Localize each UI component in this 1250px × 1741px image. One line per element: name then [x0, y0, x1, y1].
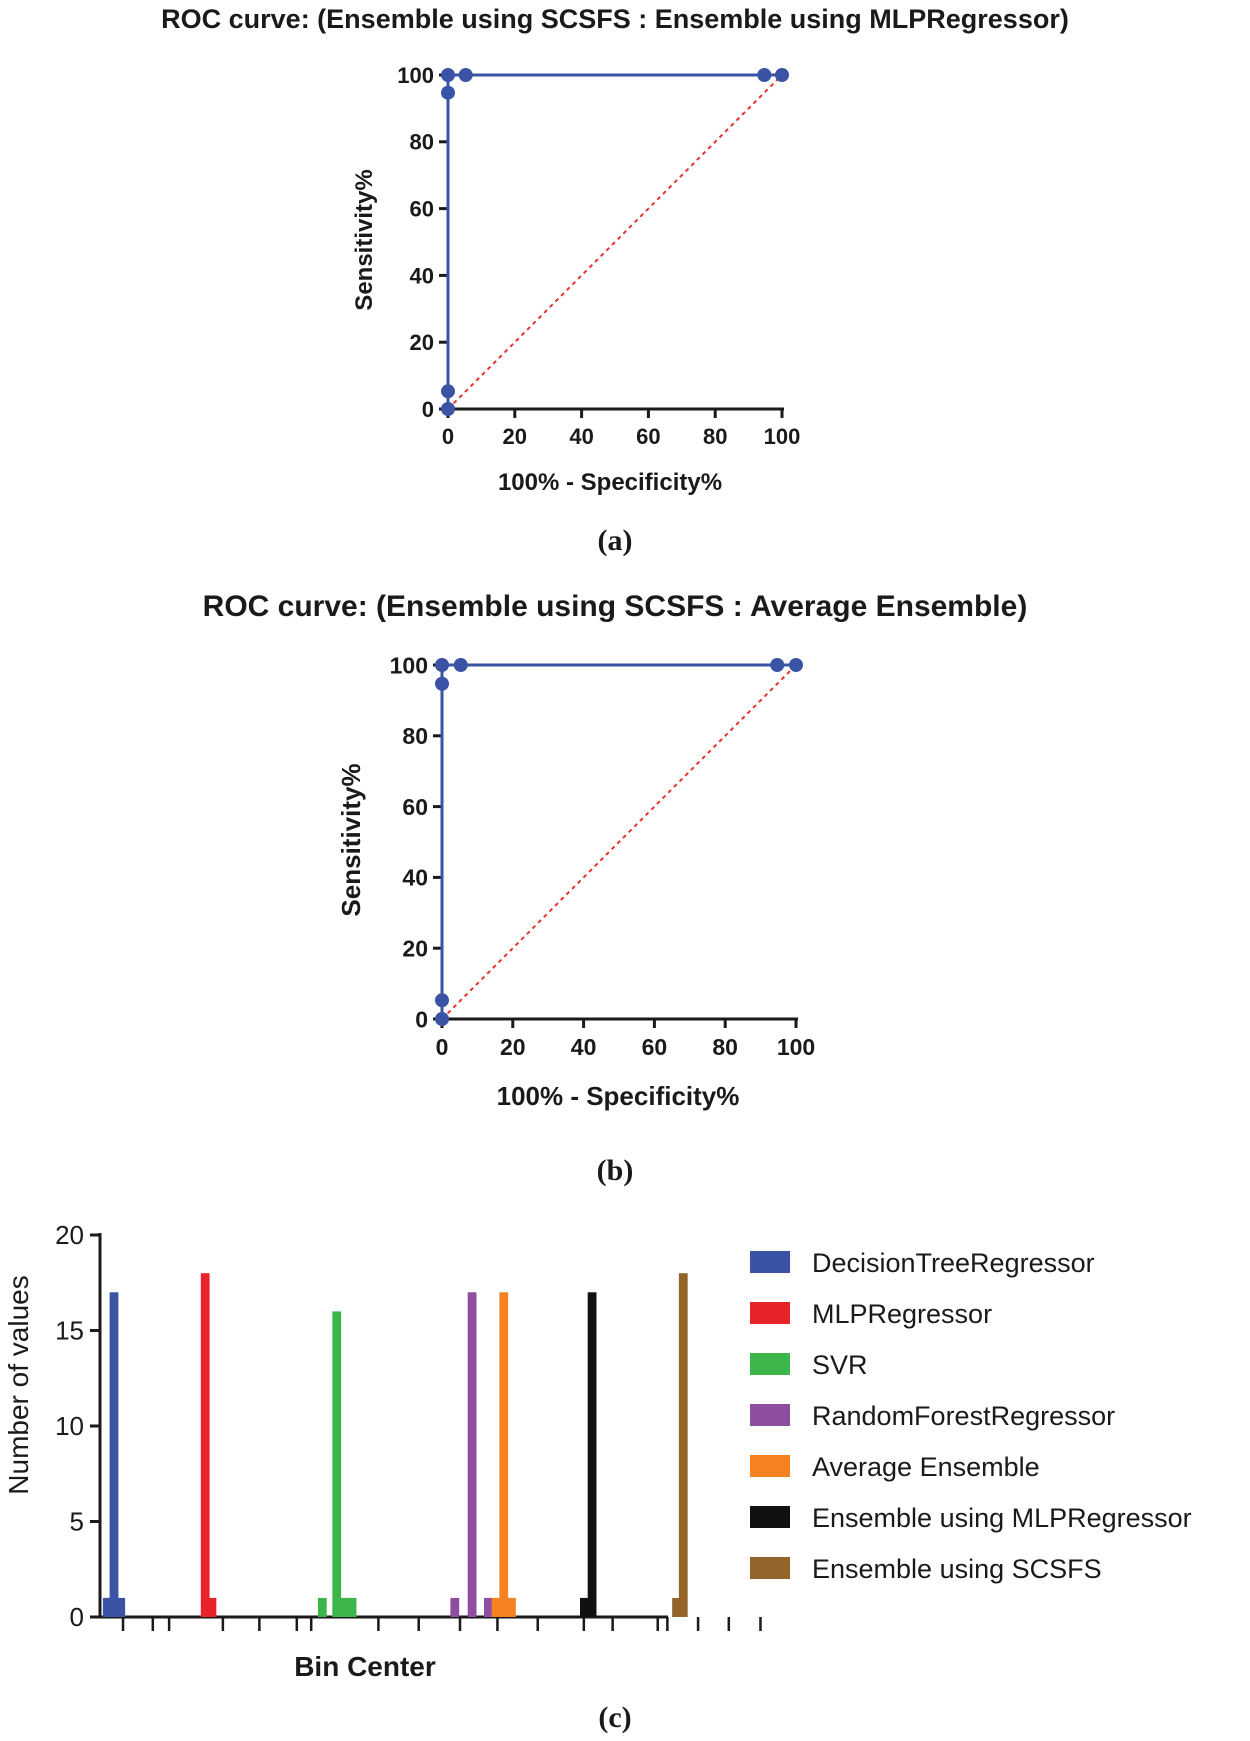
panel-a-caption: (a) — [598, 524, 633, 557]
panel-c-bar-decisiontreeregressor — [102, 1597, 112, 1617]
panel-c-y-tick-label: 0 — [70, 1602, 84, 1632]
panel-c-y-tick-label: 15 — [55, 1316, 84, 1346]
legend-label: DecisionTreeRegressor — [812, 1248, 1095, 1278]
panel-a-reference-line — [447, 74, 783, 410]
panel-a-x-tick-label: 80 — [703, 424, 727, 449]
panel-b-x-tick-label: 20 — [500, 1034, 526, 1060]
panel-c-xlabel: Bin Center — [294, 1651, 436, 1682]
panel-c-y-tick-label: 10 — [55, 1411, 84, 1441]
panel-b-roc-point — [789, 658, 803, 672]
legend-swatch — [750, 1455, 790, 1477]
panel-a-x-tick-label: 0 — [442, 424, 454, 449]
panel-a-x-tick-label: 20 — [503, 424, 527, 449]
legend-label: RandomForestRegressor — [812, 1401, 1115, 1431]
panel-a-x-tick-label: 100 — [764, 424, 801, 449]
panel-c-y-tick-label: 5 — [70, 1507, 84, 1537]
panel-c-bar-average-ensemble — [491, 1597, 501, 1617]
legend-label: SVR — [812, 1350, 868, 1380]
panel-c-bar-randomforestregressor — [450, 1597, 460, 1617]
panel-c-bar-decisiontreeregressor — [109, 1292, 119, 1617]
panel-c-bar-average-ensemble — [507, 1597, 516, 1617]
panel-a-y-tick-label: 100 — [397, 63, 434, 88]
panel-c-bar-ensemble-using-mlpregressor — [580, 1597, 589, 1617]
panel-a-ylabel: Sensitivity% — [351, 169, 378, 310]
panel-a-roc-point — [458, 68, 473, 82]
panel-a-plot-area: 0 20 40 60 80 100 0 20 40 60 80 100 — [397, 63, 800, 449]
panel-b-y-tick-label: 0 — [415, 1006, 428, 1032]
panel-a-y-tick-label: 40 — [410, 263, 434, 288]
panel-b-ylabel: Sensitivity% — [336, 763, 366, 916]
panel-c-bar-svr — [340, 1597, 349, 1617]
panel-a-y-tick-label: 60 — [410, 197, 434, 222]
panel-b-y-tick-label: 20 — [402, 935, 428, 961]
panel-a-roc-point — [775, 68, 789, 82]
panel-b-roc-point — [435, 676, 449, 691]
panel-c-bar-mlpregressor — [200, 1273, 210, 1617]
panel-b-roc-point — [435, 658, 449, 672]
panel-a-y-tick-label: 0 — [422, 397, 434, 422]
panel-c-plot-area: 0 5 10 15 20 — [55, 1220, 762, 1632]
panel-c-bar-randomforestregressor — [484, 1597, 493, 1617]
panel-c-bar-svr — [332, 1311, 342, 1617]
panel-b-title: ROC curve: (Ensemble using SCSFS : Avera… — [203, 590, 1028, 623]
panel-a-roc-point — [441, 68, 455, 82]
panel-c-histogram: Number of values Bin Center (c) 0 5 10 15 20… — [3, 1220, 1192, 1734]
panel-a-roc-chart: ROC curve: (Ensemble using SCSFS : Ensem… — [161, 4, 1069, 557]
panel-b-plot-area: 0 20 40 60 80 100 0 20 40 60 80 100 — [390, 652, 816, 1060]
panel-b-roc-point — [770, 658, 785, 672]
panel-b-y-tick-label: 60 — [402, 794, 428, 820]
panel-b-roc-chart: ROC curve: (Ensemble using SCSFS : Avera… — [203, 590, 1028, 1187]
panel-a-x-tick-label: 60 — [636, 424, 660, 449]
panel-b-y-tick-label: 100 — [390, 652, 428, 678]
panel-c-bar-svr — [317, 1597, 327, 1617]
legend-swatch — [750, 1302, 790, 1324]
panel-b-x-tick-label: 80 — [712, 1034, 738, 1060]
panel-b-x-tick-label: 0 — [436, 1034, 449, 1060]
panel-b-caption: (b) — [597, 1154, 634, 1187]
panel-a-title: ROC curve: (Ensemble using SCSFS : Ensem… — [161, 4, 1069, 34]
panel-a-y-tick-label: 80 — [410, 130, 434, 155]
legend-label: Average Ensemble — [812, 1452, 1040, 1482]
panel-b-y-tick-label: 80 — [402, 723, 428, 749]
legend-label: MLPRegressor — [812, 1299, 992, 1329]
panel-c-bar-ensemble-using-scsfs — [672, 1597, 681, 1617]
panel-b-roc-point — [453, 658, 468, 672]
legend-swatch — [750, 1251, 790, 1273]
panel-c-legend: DecisionTreeRegressor MLPRegressor SVR Rand… — [750, 1248, 1192, 1584]
panel-c-bar-ensemble-using-mlpregressor — [587, 1292, 597, 1617]
legend-swatch — [750, 1404, 790, 1426]
panel-b-roc-point — [435, 1012, 449, 1026]
panel-b-x-tick-label: 40 — [571, 1034, 597, 1060]
panel-a-roc-point — [757, 68, 772, 82]
legend-label: Ensemble using MLPRegressor — [812, 1503, 1192, 1533]
panel-a-y-tick-label: 20 — [410, 330, 434, 355]
panel-c-bar-svr — [347, 1597, 357, 1617]
panel-a-roc-point — [441, 85, 455, 100]
panel-c-bar-randomforestregressor — [467, 1292, 477, 1617]
panel-b-reference-line — [441, 664, 797, 1020]
panel-c-y-tick-label: 20 — [55, 1220, 84, 1250]
panel-c-bar-average-ensemble — [499, 1292, 509, 1617]
panel-b-roc-point — [435, 993, 449, 1008]
legend-swatch — [750, 1353, 790, 1375]
panel-c-bar-ensemble-using-scsfs — [678, 1273, 688, 1617]
panel-c-bar-decisiontreeregressor — [116, 1597, 126, 1617]
panel-b-y-tick-label: 40 — [402, 865, 428, 891]
panel-c-ylabel: Number of values — [3, 1275, 34, 1494]
legend-swatch — [750, 1506, 790, 1528]
panel-b-x-tick-label: 100 — [777, 1034, 815, 1060]
legend-swatch — [750, 1557, 790, 1579]
panel-c-caption: (c) — [598, 1701, 631, 1734]
legend-label: Ensemble using SCSFS — [812, 1554, 1102, 1584]
panel-a-xlabel: 100% - Specificity% — [498, 469, 722, 496]
panel-a-roc-point — [441, 402, 455, 416]
panel-a-roc-point — [441, 384, 455, 399]
panel-a-x-tick-label: 40 — [569, 424, 593, 449]
panel-b-xlabel: 100% - Specificity% — [497, 1081, 740, 1111]
panel-c-bar-mlpregressor — [207, 1597, 217, 1617]
panel-b-x-tick-label: 60 — [642, 1034, 668, 1060]
